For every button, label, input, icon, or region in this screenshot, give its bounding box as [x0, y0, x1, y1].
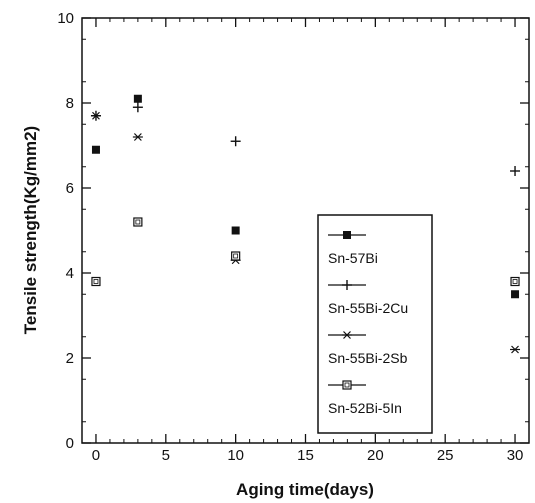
legend-marker: [343, 231, 351, 239]
y-tick-label: 8: [66, 95, 74, 112]
data-point: [231, 226, 240, 235]
y-tick-label: 10: [57, 10, 74, 27]
legend: Sn-57Bi Sn-55Bi-2Cu Sn-55Bi-2Sb Sn-52Bi-5In: [317, 214, 433, 434]
data-point: [231, 251, 241, 261]
data-points: [90, 94, 521, 354]
y-tick-label: 4: [66, 265, 74, 282]
data-point: [510, 166, 521, 176]
x-tick-label: 25: [437, 447, 454, 464]
y-axis-title: Tensile strength(Kg/mm2): [21, 126, 40, 334]
data-point: [230, 136, 241, 147]
legend-label: Sn-55Bi-2Sb: [328, 350, 408, 366]
data-point: [132, 133, 143, 141]
plot-frame: [81, 17, 530, 444]
x-axis-title: Aging time(days): [236, 480, 374, 499]
data-point: [132, 102, 143, 113]
data-point: [510, 276, 520, 287]
x-tick-label: 5: [162, 447, 170, 464]
data-point: [133, 94, 142, 103]
y-tick-label: 2: [66, 350, 74, 367]
legend-box: [317, 214, 433, 434]
data-point: [511, 290, 520, 299]
axis-ticks: [81, 17, 530, 444]
data-point: [133, 217, 143, 227]
legend-label: Sn-55Bi-2Cu: [328, 300, 408, 316]
y-tick-label: 0: [66, 435, 74, 452]
data-point: [91, 276, 101, 287]
tick-labels: 0 5 10 15 20 25 30 0 2 4 6 8 10: [57, 10, 523, 464]
data-point: [510, 345, 521, 354]
x-tick-label: 15: [297, 447, 314, 464]
legend-label: Sn-57Bi: [328, 250, 378, 266]
legend-label: Sn-52Bi-5In: [328, 400, 402, 416]
legend-marker: [342, 331, 352, 339]
x-tick-label: 0: [92, 447, 100, 464]
data-point: [90, 111, 101, 120]
x-tick-label: 20: [367, 447, 384, 464]
legend-marker: [342, 280, 352, 290]
data-point: [91, 145, 100, 154]
legend-marker: [342, 380, 352, 390]
x-tick-label: 10: [227, 447, 244, 464]
x-tick-label: 30: [507, 447, 524, 464]
y-tick-label: 6: [66, 180, 74, 197]
